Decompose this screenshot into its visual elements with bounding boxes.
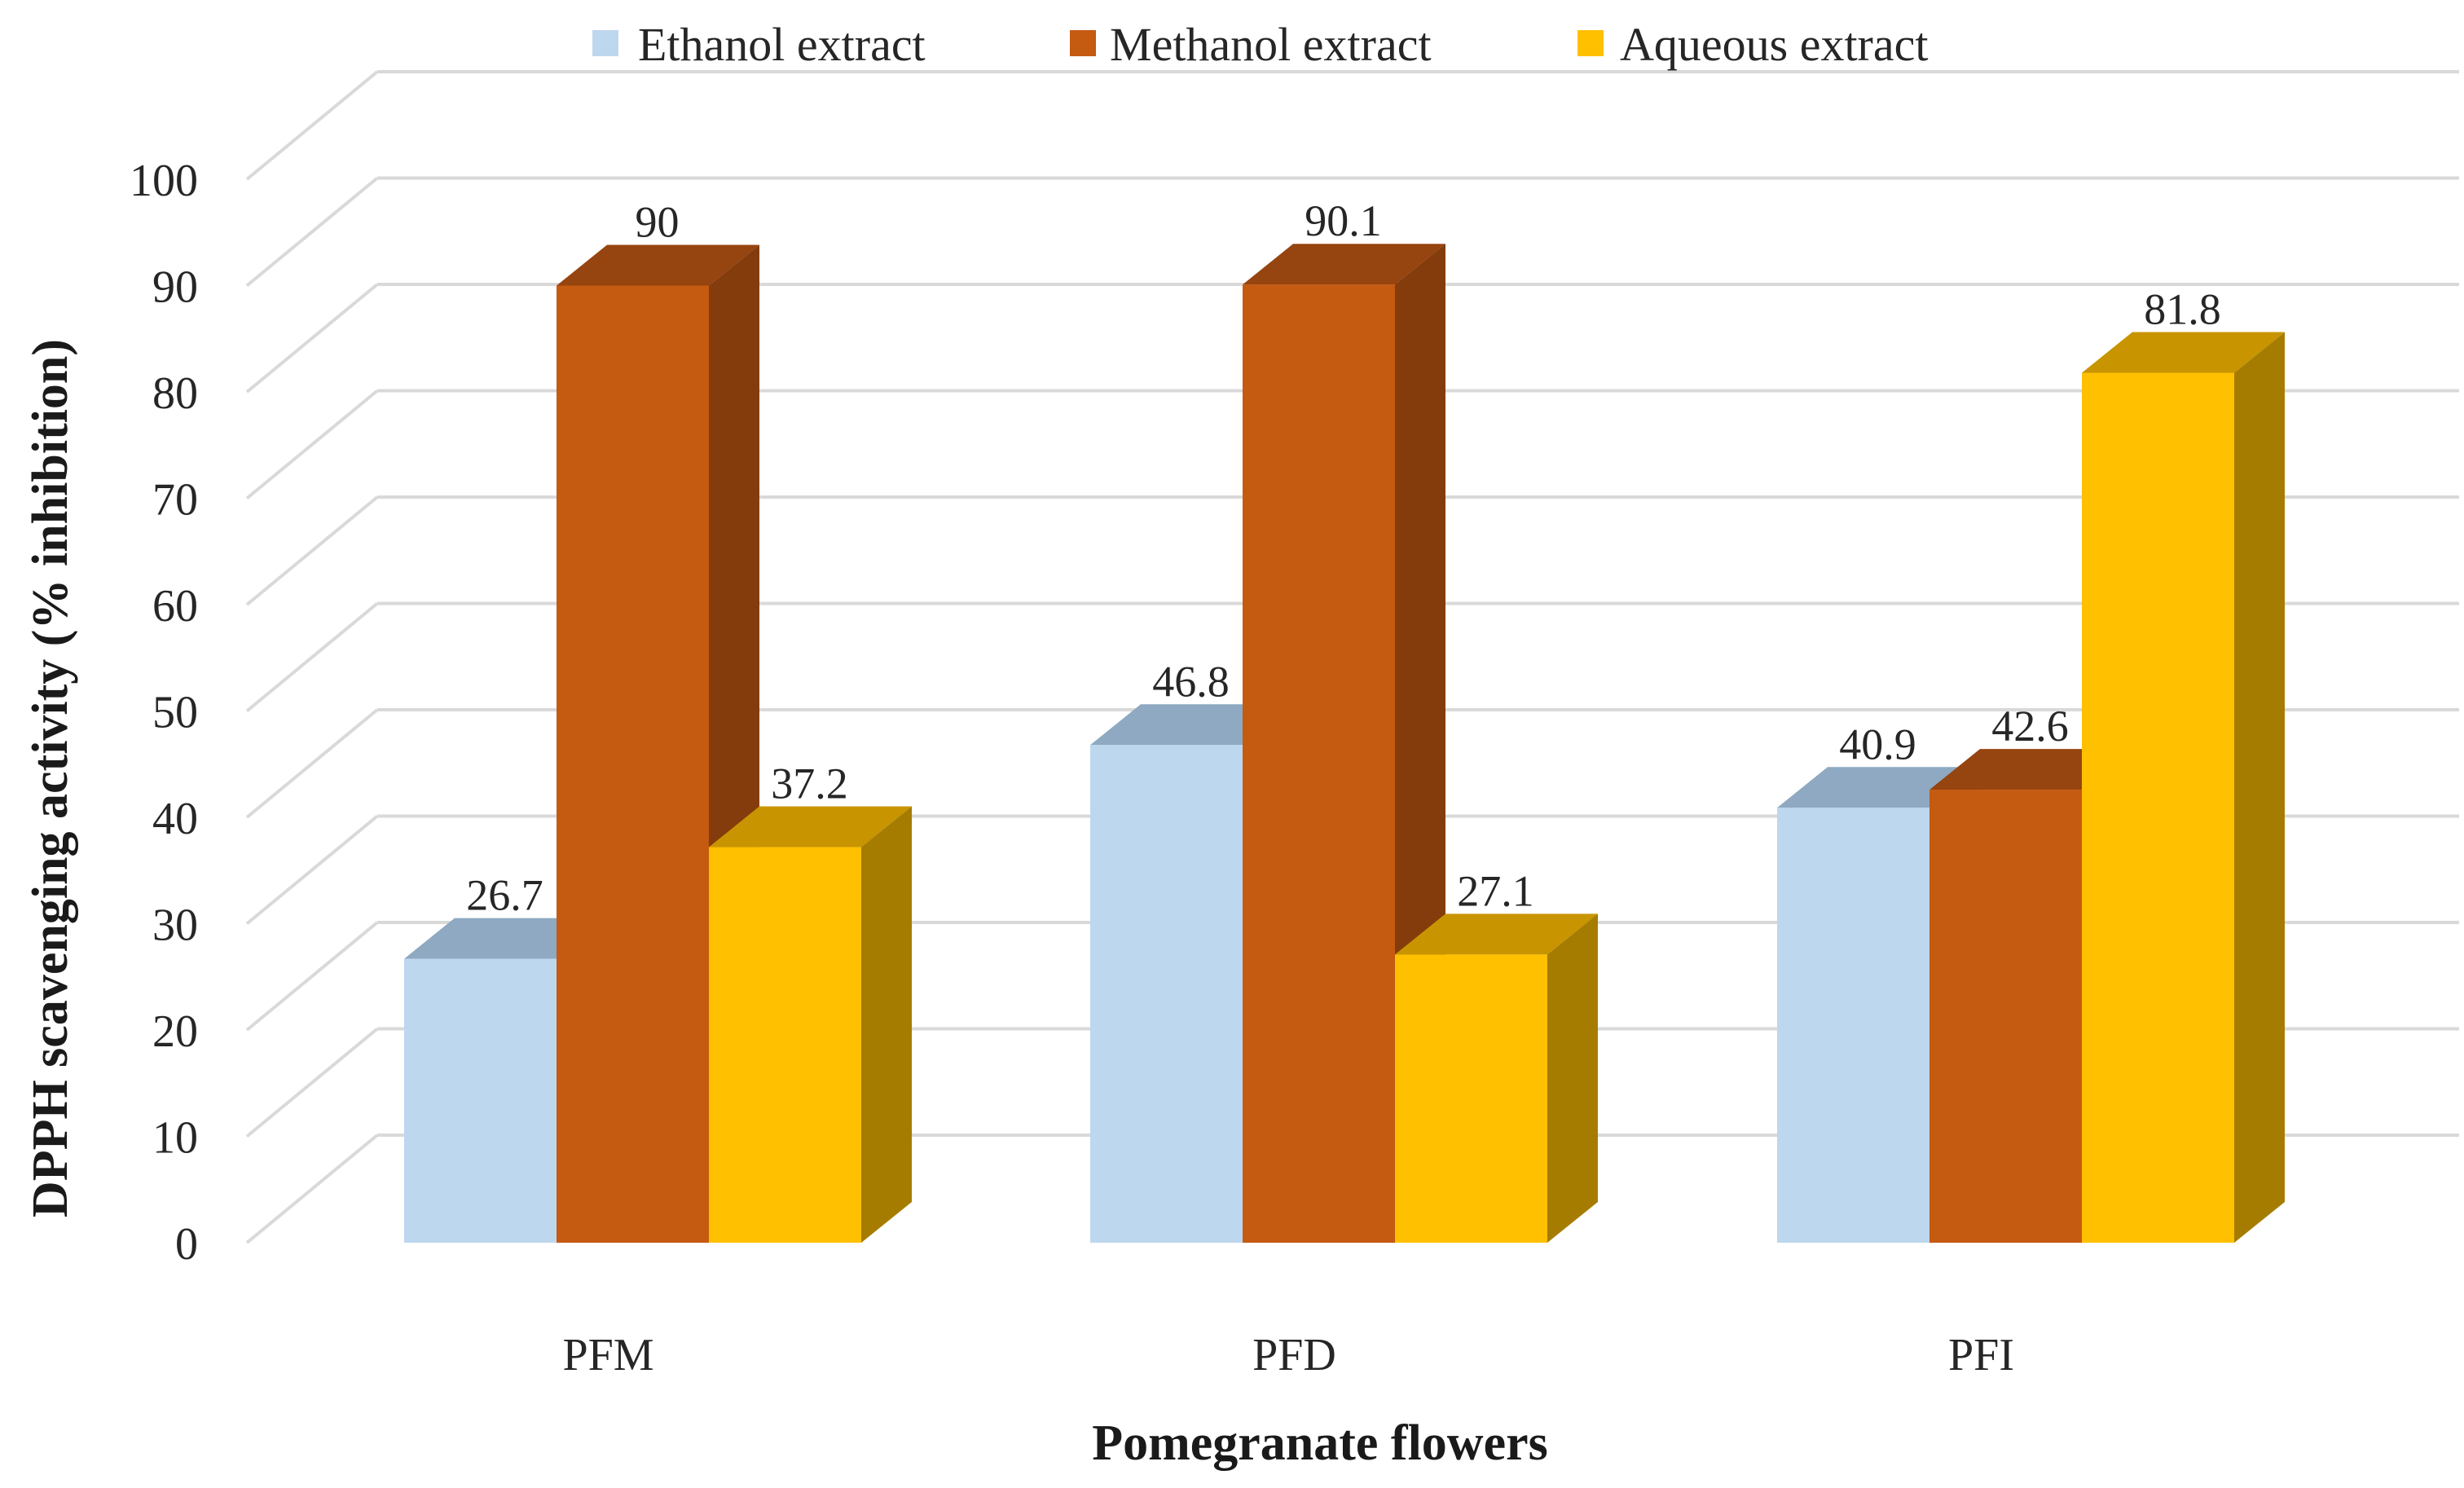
bars xyxy=(404,244,2285,1243)
y-tick-label: 30 xyxy=(152,900,198,951)
x-tick-label-pfi: PFI xyxy=(1948,1330,2014,1380)
data-label: 90.1 xyxy=(1305,196,1382,245)
legend-swatch-methanol xyxy=(1070,30,1096,56)
data-label: 27.1 xyxy=(1457,866,1534,915)
gridline-diagonal xyxy=(245,283,379,394)
bar-top xyxy=(557,244,759,286)
bar-front xyxy=(1777,808,1929,1243)
data-labels: 26.7 90 37.2 46.8 90.1 27.1 40.9 42.6 81.8 xyxy=(466,196,2221,919)
data-label: 26.7 xyxy=(466,871,543,920)
gridline-diagonal xyxy=(245,708,379,819)
bar-pfi-2 xyxy=(2082,332,2285,1243)
y-axis-ticks: 0 10 20 30 40 50 60 70 80 90 100 xyxy=(130,156,198,1270)
data-label: 81.8 xyxy=(2144,285,2221,334)
legend: Ethanol extract Methanol extract Aqueous… xyxy=(592,18,1928,71)
gridline-diagonal xyxy=(245,495,379,606)
bar-front xyxy=(1090,745,1243,1243)
y-tick-label: 0 xyxy=(175,1219,198,1270)
bar-front xyxy=(557,285,709,1243)
y-tick-label: 80 xyxy=(152,368,198,419)
bar-top xyxy=(1777,767,1980,808)
gridline-diagonal xyxy=(245,389,379,500)
bar-side xyxy=(1547,913,1598,1243)
bar-side xyxy=(861,806,912,1243)
x-axis-categories: PFM PFD PFI xyxy=(562,1330,2014,1380)
y-tick-label: 40 xyxy=(152,794,198,844)
bar-front xyxy=(1395,954,1547,1243)
data-label: 46.8 xyxy=(1152,657,1230,706)
y-tick-label: 90 xyxy=(152,262,198,313)
bar-top xyxy=(1090,704,1293,746)
data-label: 90 xyxy=(636,198,680,247)
bar-pfm-1 xyxy=(557,244,759,1243)
gridline-diagonal xyxy=(245,1027,379,1138)
y-tick-label: 60 xyxy=(152,581,198,632)
legend-label-ethanol: Ethanol extract xyxy=(638,18,926,71)
bar-front xyxy=(2082,372,2234,1243)
bar-pfm-2 xyxy=(709,806,912,1243)
bar-side xyxy=(2234,332,2285,1243)
y-tick-label: 70 xyxy=(152,475,198,526)
y-tick-label: 20 xyxy=(152,1006,198,1057)
data-label: 40.9 xyxy=(1839,720,1916,768)
y-tick-label: 100 xyxy=(130,156,198,206)
bar-front xyxy=(1243,284,1395,1243)
bar-top xyxy=(1395,913,1598,955)
gridline-diagonal xyxy=(245,1134,379,1244)
x-tick-label-pfd: PFD xyxy=(1252,1330,1336,1380)
bar-pfd-2 xyxy=(1395,913,1598,1243)
x-axis-label: Pomegranate flowers xyxy=(1092,1415,1548,1471)
legend-label-methanol: Methanol extract xyxy=(1110,18,1432,71)
data-label: 42.6 xyxy=(1991,702,2069,751)
bar-top xyxy=(1243,244,1445,285)
x-tick-label-pfm: PFM xyxy=(562,1330,653,1380)
legend-label-aqueous: Aqueous extract xyxy=(1620,18,1928,71)
gridline-diagonal xyxy=(245,176,379,288)
y-tick-label: 50 xyxy=(152,688,198,738)
gridline-diagonal xyxy=(245,601,379,713)
bar-top xyxy=(709,806,912,847)
bar-top xyxy=(2082,332,2285,373)
gridline-diagonal xyxy=(245,70,379,181)
gridline-diagonal xyxy=(245,921,379,1032)
legend-swatch-aqueous xyxy=(1577,30,1604,56)
gridline-diagonal xyxy=(245,814,379,926)
bar-front xyxy=(404,958,557,1243)
bar-top xyxy=(1929,749,2132,790)
legend-swatch-ethanol xyxy=(592,30,618,56)
bar-top xyxy=(404,918,607,959)
bar-front xyxy=(1929,790,2082,1243)
bar-front xyxy=(709,847,861,1243)
y-tick-label: 10 xyxy=(152,1113,198,1164)
y-axis-label: DPPH scavenging activity (% inhibition) xyxy=(23,339,78,1217)
data-label: 37.2 xyxy=(771,759,848,808)
